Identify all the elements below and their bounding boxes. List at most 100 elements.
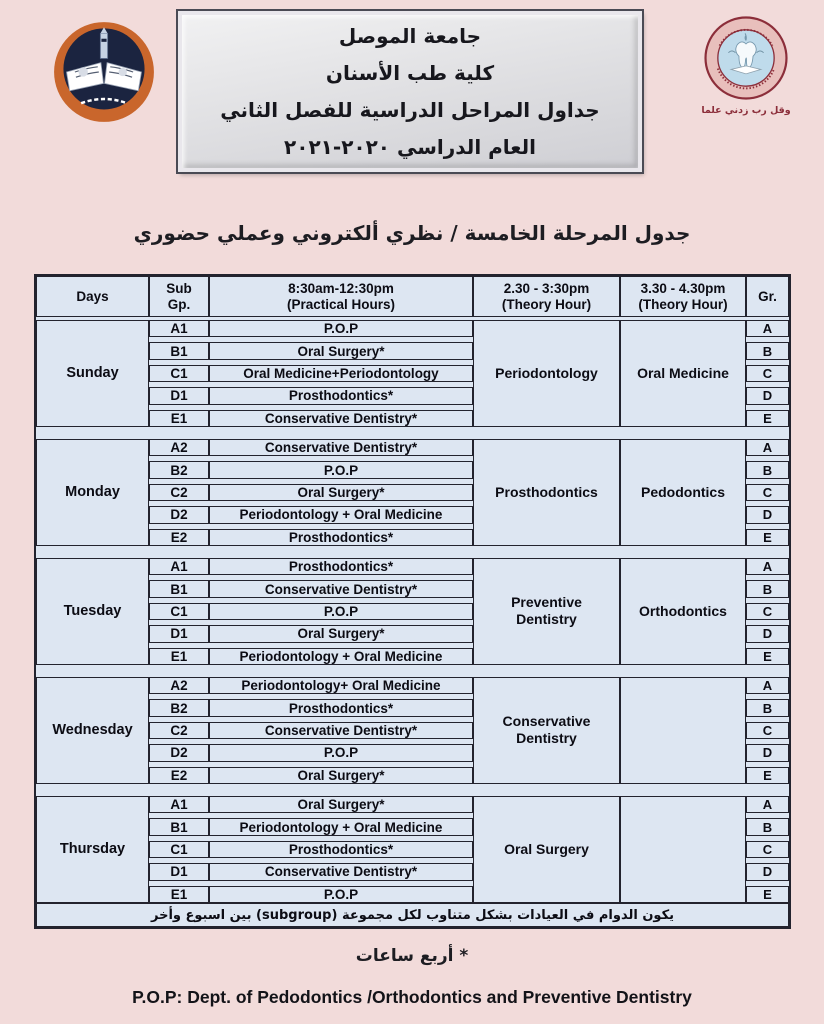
- day-cell: Thursday: [36, 796, 149, 903]
- course-cell: Periodontology + Oral Medicine: [209, 818, 473, 836]
- group-cell: C: [746, 364, 789, 383]
- block-spacer: [36, 427, 789, 439]
- course-cell: Prosthodontics*: [209, 840, 473, 859]
- course-cell: Prosthodontics*: [209, 699, 473, 717]
- block-spacer: [36, 665, 789, 677]
- stage-subtitle: جدول المرحلة الخامسة / نظري ألكتروني وعم…: [133, 221, 691, 245]
- day-cell: Wednesday: [36, 677, 149, 784]
- group-cell: B: [746, 342, 789, 360]
- subgroup-cell: B1: [149, 818, 209, 836]
- group-cell: E: [746, 409, 789, 427]
- course-cell: P.O.P: [209, 744, 473, 762]
- course-cell: Conservative Dentistry*: [209, 439, 473, 457]
- subgroup-cell: B1: [149, 342, 209, 360]
- footnote-four-hours: * أربع ساعات: [355, 946, 469, 966]
- group-cell: A: [746, 796, 789, 814]
- subgroup-cell: D1: [149, 625, 209, 643]
- university-logo-icon: [54, 22, 154, 122]
- subgroup-cell: D2: [149, 744, 209, 762]
- group-cell: C: [746, 483, 789, 502]
- header-cell-practical: 8:30am-12:30pm (Practical Hours): [209, 276, 473, 317]
- group-cell: E: [746, 766, 789, 784]
- subgroup-cell: A2: [149, 677, 209, 695]
- theory-2-cell: Pedodontics: [620, 439, 746, 546]
- subgroup-cell: B2: [149, 699, 209, 717]
- course-cell: Oral Surgery*: [209, 625, 473, 643]
- subgroup-cell: D2: [149, 506, 209, 524]
- group-cell: E: [746, 528, 789, 546]
- group-cell: D: [746, 387, 789, 405]
- table-note-row: يكون الدوام في العيادات بشكل متناوب لكل …: [36, 903, 789, 927]
- course-cell: Prosthodontics*: [209, 558, 473, 576]
- group-cell: B: [746, 818, 789, 836]
- group-cell: C: [746, 721, 789, 740]
- theory-2-cell: Oral Medicine: [620, 320, 746, 427]
- subgroup-cell: B2: [149, 461, 209, 479]
- header-cell-gr: Gr.: [746, 276, 789, 317]
- header-cell-days: Days: [36, 276, 149, 317]
- subgroup-cell: E1: [149, 885, 209, 903]
- day-block-monday: Monday A2 Conservative Dentistry* A B2 P.O.P B…: [36, 439, 789, 546]
- subgroup-cell: C1: [149, 840, 209, 859]
- course-cell: Conservative Dentistry*: [209, 721, 473, 740]
- subgroup-cell: D1: [149, 387, 209, 405]
- college-logo-caption: وقل رب زدني علما: [701, 105, 791, 116]
- theory-1-cell: Preventive Dentistry: [473, 558, 620, 665]
- course-cell: Oral Surgery*: [209, 342, 473, 360]
- college-logo-icon: [704, 16, 788, 100]
- course-cell: P.O.P: [209, 885, 473, 903]
- group-cell: D: [746, 744, 789, 762]
- group-cell: A: [746, 439, 789, 457]
- subgroup-cell: C1: [149, 364, 209, 383]
- theory-1-cell: Oral Surgery: [473, 796, 620, 903]
- course-cell: P.O.P: [209, 602, 473, 621]
- group-cell: B: [746, 699, 789, 717]
- group-cell: D: [746, 863, 789, 881]
- title-university: جامعة الموصل: [338, 23, 482, 48]
- title-academic-year: العام الدراسي ٢٠٢٠-٢٠٢١: [284, 134, 536, 159]
- subgroup-cell: A2: [149, 439, 209, 457]
- course-cell: Conservative Dentistry*: [209, 580, 473, 598]
- course-cell: Oral Surgery*: [209, 483, 473, 502]
- course-cell: Oral Surgery*: [209, 766, 473, 784]
- course-cell: Periodontology + Oral Medicine: [209, 506, 473, 524]
- schedule-table: Days Sub Gp. 8:30am-12:30pm (Practical Hours…: [34, 274, 791, 929]
- subgroup-cell: A1: [149, 558, 209, 576]
- group-cell: B: [746, 461, 789, 479]
- group-cell: C: [746, 602, 789, 621]
- header-cell-subgp: Sub Gp.: [149, 276, 209, 317]
- title-college: كلية طب الأسنان: [325, 60, 495, 85]
- group-cell: E: [746, 885, 789, 903]
- block-spacer: [36, 784, 789, 796]
- theory-1-cell: Conservative Dentistry: [473, 677, 620, 784]
- subgroup-cell: A1: [149, 796, 209, 814]
- group-cell: D: [746, 506, 789, 524]
- group-cell: A: [746, 558, 789, 576]
- day-block-tuesday: Tuesday A1 Prosthodontics* A B1 Conservative …: [36, 558, 789, 665]
- day-block-sunday: Sunday A1 P.O.P A B1 Oral Surgery* B C1 Oral Med…: [36, 320, 789, 427]
- course-cell: Oral Medicine+Periodontology: [209, 364, 473, 383]
- course-cell: Conservative Dentistry*: [209, 409, 473, 427]
- subgroup-cell: C1: [149, 602, 209, 621]
- group-cell: A: [746, 320, 789, 338]
- theory-2-cell: Orthodontics: [620, 558, 746, 665]
- header-cell-theory2: 3.30 - 4.30pm (Theory Hour): [620, 276, 746, 317]
- course-cell: Prosthodontics*: [209, 387, 473, 405]
- subgroup-cell: A1: [149, 320, 209, 338]
- header-cell-theory1: 2.30 - 3:30pm (Theory Hour): [473, 276, 620, 317]
- subgroup-cell: E1: [149, 409, 209, 427]
- group-cell: B: [746, 580, 789, 598]
- course-cell: P.O.P: [209, 320, 473, 338]
- footnote-pop-definition: P.O.P: Dept. of Pedodontics /Orthodontic…: [132, 987, 692, 1007]
- course-cell: Prosthodontics*: [209, 528, 473, 546]
- subgroup-cell: E2: [149, 766, 209, 784]
- subgroup-cell: C2: [149, 483, 209, 502]
- group-cell: A: [746, 677, 789, 695]
- group-cell: E: [746, 647, 789, 665]
- group-cell: D: [746, 625, 789, 643]
- course-cell: Periodontology + Oral Medicine: [209, 647, 473, 665]
- subgroup-cell: E2: [149, 528, 209, 546]
- day-cell: Monday: [36, 439, 149, 546]
- theory-1-cell: Prosthodontics: [473, 439, 620, 546]
